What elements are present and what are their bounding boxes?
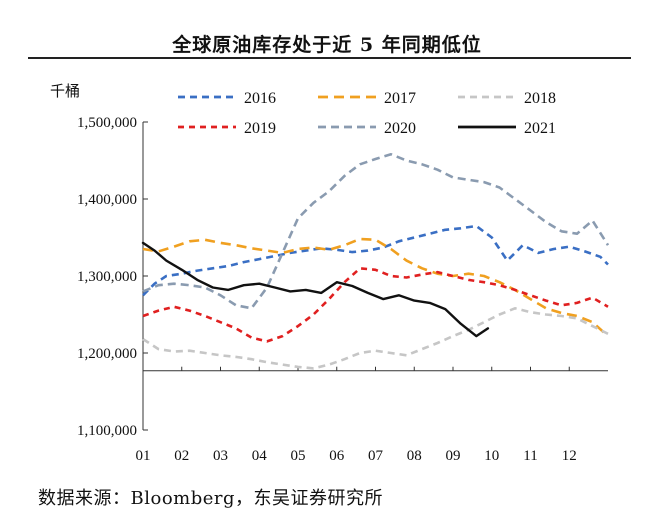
title-divider bbox=[28, 57, 631, 59]
x-tick-label: 01 bbox=[136, 448, 151, 464]
series-line-2019 bbox=[142, 266, 609, 343]
series-line-2018 bbox=[142, 306, 609, 370]
x-tick-label: 05 bbox=[291, 448, 306, 464]
legend-label-2019: 2019 bbox=[244, 120, 276, 137]
x-tick-label: 09 bbox=[446, 448, 461, 464]
chart-title: 全球原油库存处于近 5 年同期低位 bbox=[172, 34, 482, 56]
x-tick-label: 08 bbox=[407, 448, 422, 464]
legend-label-2018: 2018 bbox=[524, 90, 556, 107]
y-tick-label: 1,200,000 bbox=[77, 346, 137, 362]
series-line-2016 bbox=[142, 224, 609, 297]
x-tick-label: 04 bbox=[252, 448, 268, 464]
y-tick-label: 1,500,000 bbox=[77, 115, 137, 131]
legend-label-2016: 2016 bbox=[244, 90, 276, 107]
x-tick-label: 07 bbox=[368, 448, 384, 464]
series-layer bbox=[141, 153, 610, 370]
x-tick-label: 10 bbox=[484, 448, 499, 464]
x-tick-label: 11 bbox=[523, 448, 537, 464]
legend-label-2017: 2017 bbox=[384, 90, 416, 107]
x-tick-label: 06 bbox=[329, 448, 345, 464]
x-tick-label: 03 bbox=[213, 448, 228, 464]
source-note: 数据来源：Bloomberg，东吴证券研究所 bbox=[38, 488, 384, 509]
legend: 2016 2017 2018 2019 2020 2021 bbox=[178, 90, 556, 137]
legend-label-2020: 2020 bbox=[384, 120, 416, 137]
x-tick-label: 12 bbox=[562, 448, 577, 464]
legend-label-2021: 2021 bbox=[524, 120, 556, 137]
series-line-2020 bbox=[142, 153, 610, 310]
y-tick-label: 1,100,000 bbox=[77, 423, 137, 439]
y-tick-label: 1,400,000 bbox=[77, 192, 137, 208]
series-line-2021 bbox=[141, 241, 490, 338]
x-tick-label: 02 bbox=[174, 448, 189, 464]
y-tick-label: 1,300,000 bbox=[77, 269, 137, 285]
y-unit-label: 千桶 bbox=[50, 82, 80, 100]
series-line-2017 bbox=[142, 237, 609, 338]
axes: 1,500,000 1,400,000 1,300,000 1,200,000 1,10… bbox=[50, 82, 608, 464]
